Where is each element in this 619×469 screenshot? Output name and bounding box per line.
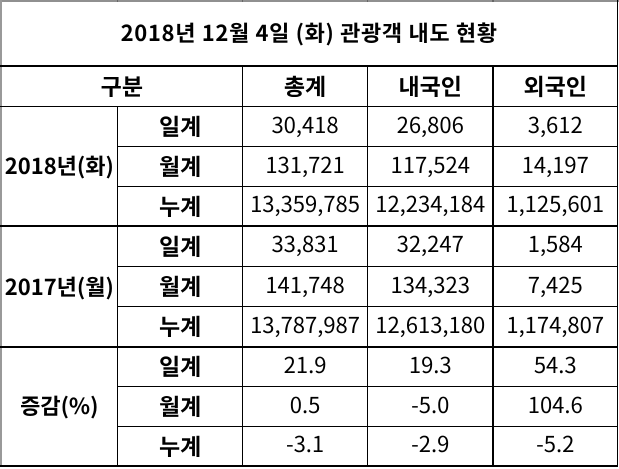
grid-vline bbox=[366, 65, 369, 465]
grid-vline bbox=[492, 0, 494, 2]
value-cell-0-1-0: 131,721 bbox=[265, 147, 345, 180]
value-cell-1-1-2: 7,425 bbox=[527, 267, 583, 300]
value-cell-2-2-0: -3.1 bbox=[285, 427, 325, 460]
value-cell-0-2-1: 12,234,184 bbox=[375, 187, 486, 220]
row-label-1-2: 누계 bbox=[158, 308, 202, 343]
value-cell-0-2-2: 1,125,601 bbox=[506, 187, 605, 220]
value-cell-0-1-1: 117,524 bbox=[390, 147, 470, 180]
grid-hline bbox=[0, 225, 619, 228]
value-cell-2-0-2: 54.3 bbox=[533, 347, 577, 380]
grid-vline bbox=[492, 65, 494, 465]
row-label-0-1: 월계 bbox=[158, 148, 202, 183]
value-cell-0-0-0: 30,418 bbox=[271, 107, 339, 140]
grid-hline bbox=[0, 105, 619, 108]
value-cell-1-0-0: 33,831 bbox=[271, 227, 339, 260]
grid-vline bbox=[116, 0, 119, 2]
group-label-0: 2018년(화) bbox=[4, 149, 114, 182]
value-cell-2-0-1: 19.3 bbox=[408, 347, 452, 380]
header-col-1: 내국인 bbox=[398, 67, 462, 102]
row-label-0-0: 일계 bbox=[158, 108, 202, 142]
group-label-2: 증감(%) bbox=[20, 389, 99, 422]
group-label-1: 2017년(월) bbox=[4, 269, 114, 302]
value-cell-1-2-1: 12,613,180 bbox=[375, 307, 486, 340]
grid-vline bbox=[116, 105, 119, 465]
grid-vline bbox=[366, 0, 369, 2]
row-label-2-1: 월계 bbox=[158, 388, 202, 423]
value-cell-2-1-0: 0.5 bbox=[289, 387, 321, 420]
table-title: 2018년 12월 4일 (화) 관광객 내도 현황 bbox=[120, 15, 498, 48]
value-cell-1-0-2: 1,584 bbox=[527, 227, 583, 260]
value-cell-1-1-0: 141,748 bbox=[265, 267, 345, 300]
value-cell-0-1-2: 14,197 bbox=[521, 147, 589, 180]
value-cell-2-1-2: 104.6 bbox=[527, 387, 583, 420]
grid-hline bbox=[0, 464, 619, 467]
row-label-1-0: 일계 bbox=[158, 227, 202, 262]
value-cell-0-0-1: 26,806 bbox=[396, 107, 464, 140]
grid-vline bbox=[616, 0, 619, 467]
value-cell-2-1-1: -5.0 bbox=[411, 387, 450, 420]
header-col-2: 외국인 bbox=[523, 67, 587, 102]
value-cell-1-2-0: 13,787,987 bbox=[250, 307, 360, 340]
row-label-2-2: 누계 bbox=[158, 427, 202, 462]
value-cell-1-0-1: 32,247 bbox=[396, 227, 464, 260]
grid-vline bbox=[241, 65, 244, 465]
grid-hline bbox=[0, 0, 619, 2]
header-col-0: 총계 bbox=[283, 67, 327, 102]
grid-vline bbox=[0, 0, 2, 467]
value-cell-2-2-2: -5.2 bbox=[536, 427, 575, 460]
value-cell-0-2-0: 13,359,785 bbox=[250, 187, 360, 220]
row-label-0-2: 누계 bbox=[158, 187, 202, 222]
value-cell-2-2-1: -2.9 bbox=[411, 427, 450, 460]
value-cell-0-0-2: 3,612 bbox=[527, 107, 583, 140]
row-label-2-0: 일계 bbox=[158, 348, 202, 383]
grid-hline bbox=[0, 345, 619, 348]
grid-vline bbox=[241, 0, 244, 2]
value-cell-1-2-2: 1,174,807 bbox=[506, 307, 605, 340]
header-gubun: 구분 bbox=[100, 67, 143, 102]
row-label-1-1: 월계 bbox=[158, 268, 202, 303]
grid-hline bbox=[0, 65, 619, 67]
value-cell-2-0-0: 21.9 bbox=[283, 347, 327, 380]
value-cell-1-1-1: 134,323 bbox=[390, 267, 470, 300]
